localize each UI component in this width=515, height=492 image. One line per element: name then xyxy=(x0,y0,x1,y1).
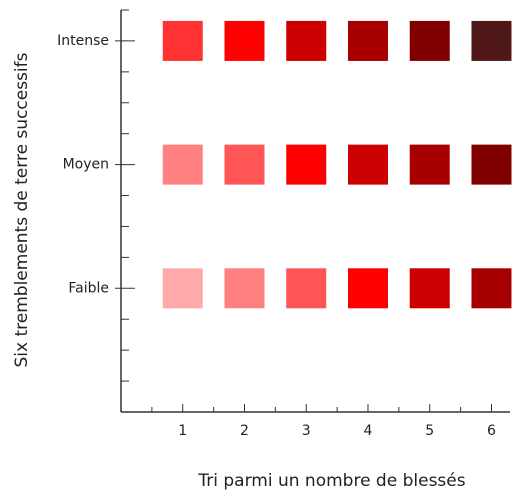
x-tick-label: 5 xyxy=(425,423,434,439)
cell xyxy=(286,20,327,61)
cell xyxy=(162,144,203,185)
cell xyxy=(286,144,327,185)
x-tick-label: 3 xyxy=(302,423,311,439)
x-tick-label: 2 xyxy=(240,423,249,439)
cell xyxy=(347,268,388,309)
cell xyxy=(471,144,512,185)
y-tick-label: Intense xyxy=(57,33,109,49)
cell xyxy=(286,268,327,309)
y-tick-label: Moyen xyxy=(63,157,109,173)
cell xyxy=(162,268,203,309)
y-tick-label: Faible xyxy=(68,280,109,296)
cell xyxy=(162,20,203,61)
cell xyxy=(409,144,450,185)
cell xyxy=(224,144,265,185)
cell xyxy=(347,20,388,61)
y-axis-label: Six tremblements de terre successifs xyxy=(12,52,32,367)
cell xyxy=(471,268,512,309)
x-tick-label: 1 xyxy=(178,423,187,439)
cell xyxy=(471,20,512,61)
x-tick-label: 6 xyxy=(487,423,496,439)
x-tick-label: 4 xyxy=(364,423,373,439)
cell xyxy=(409,268,450,309)
cell xyxy=(347,144,388,185)
cell xyxy=(224,268,265,309)
cell xyxy=(224,20,265,61)
cell xyxy=(409,20,450,61)
x-axis-label: Tri parmi un nombre de blessés xyxy=(197,471,465,491)
